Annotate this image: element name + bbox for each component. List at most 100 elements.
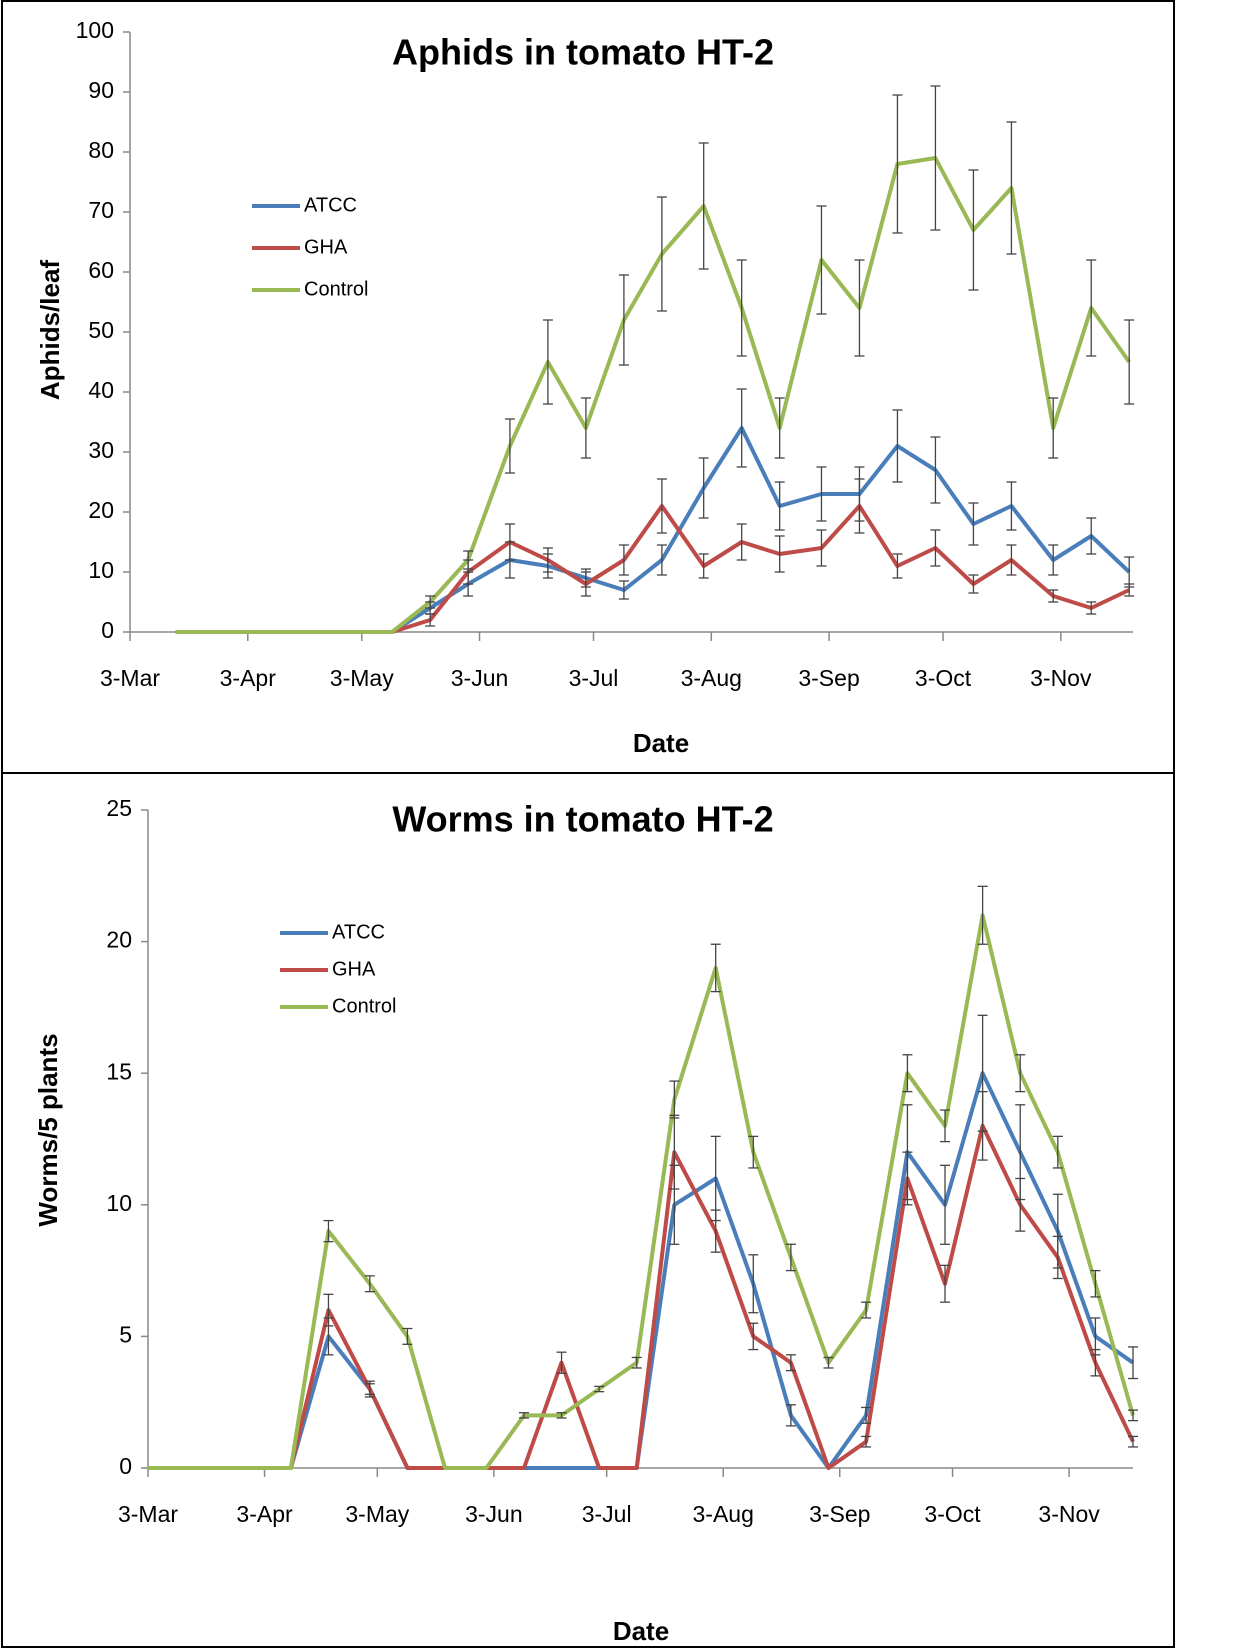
error-bar (968, 574, 979, 594)
x-tick-label: 3-Jul (569, 665, 619, 691)
y-tick-label: 90 (88, 77, 114, 103)
x-tick-label: 3-Apr (220, 665, 277, 691)
error-bar (580, 571, 591, 597)
error-bar (402, 1327, 413, 1345)
error-bar (323, 1219, 334, 1243)
y-tick-label: 50 (88, 317, 114, 343)
error-bar (618, 580, 629, 600)
panel-border (1, 772, 1175, 1648)
error-bar (556, 1351, 567, 1374)
y-axis-title: Worms/5 plants (33, 1033, 63, 1226)
x-tick-label: 3-Jun (465, 1501, 523, 1527)
error-bar (698, 553, 709, 579)
legend-label: Control (332, 995, 396, 1017)
error-bar (977, 1090, 988, 1161)
error-bar (698, 457, 709, 519)
error-bar (1006, 481, 1017, 531)
error-bar (1006, 544, 1017, 576)
error-bar (736, 388, 747, 468)
y-tick-label: 10 (106, 1190, 132, 1216)
error-bar (1052, 1235, 1063, 1280)
x-axis-title: Date (633, 728, 689, 758)
error-bar (861, 1435, 872, 1448)
error-bar (425, 613, 436, 627)
error-bar (1048, 589, 1059, 603)
error-bar (816, 529, 827, 567)
error-bar (463, 550, 474, 570)
error-bar (774, 397, 785, 459)
error-bar (748, 1322, 759, 1351)
y-tick-label: 30 (88, 437, 114, 463)
error-bar (1128, 1346, 1138, 1380)
x-tick-label: 3-May (330, 665, 394, 691)
y-tick-label: 40 (88, 377, 114, 403)
x-tick-label: 3-Mar (100, 665, 160, 691)
y-tick-label: 5 (119, 1321, 132, 1347)
error-bar (748, 1135, 759, 1169)
error-bar (736, 259, 747, 357)
error-bar (656, 544, 667, 576)
y-tick-label: 15 (106, 1058, 132, 1084)
error-bar (861, 1301, 872, 1319)
x-tick-label: 3-Nov (1038, 1501, 1100, 1527)
error-bar (785, 1354, 796, 1372)
x-tick-label: 3-Jun (451, 665, 509, 691)
error-bar (1090, 1348, 1101, 1377)
chart-title: Aphids in tomato HT-2 (392, 32, 774, 73)
legend-label: Control (304, 278, 368, 300)
error-bar (1128, 1409, 1138, 1422)
error-bar (542, 547, 553, 573)
error-bar (854, 259, 865, 357)
x-tick-label: 3-May (345, 1501, 409, 1527)
error-bar (861, 1406, 872, 1424)
error-bar (940, 1264, 951, 1303)
error-bar (1090, 1269, 1101, 1298)
panel-border (1, 0, 1175, 774)
y-tick-label: 100 (76, 17, 114, 43)
error-bar (1048, 397, 1059, 459)
error-bar (785, 1243, 796, 1272)
error-bar (618, 274, 629, 366)
error-bar (425, 595, 436, 609)
error-bar (854, 478, 865, 534)
legend-label: GHA (304, 236, 348, 258)
error-bar (823, 1356, 834, 1369)
x-tick-label: 3-Aug (693, 1501, 754, 1527)
y-tick-label: 25 (106, 795, 132, 821)
x-tick-label: 3-Sep (809, 1501, 870, 1527)
error-bar (504, 418, 515, 474)
legend-label: ATCC (332, 921, 385, 943)
legend-label: GHA (332, 958, 376, 980)
error-bar (364, 1275, 375, 1293)
error-bar (1086, 601, 1097, 615)
x-tick-label: 3-Oct (915, 665, 972, 691)
error-bar (1124, 319, 1135, 405)
error-bar (1015, 1177, 1026, 1232)
y-axis-title: Aphids/leaf (35, 260, 65, 400)
error-bar (504, 523, 515, 561)
error-bar (816, 466, 827, 522)
error-bar (580, 397, 591, 459)
error-bar (930, 436, 941, 504)
error-bar (669, 1080, 680, 1119)
error-bar (518, 1412, 529, 1419)
error-bar (698, 142, 709, 270)
error-bar (902, 1054, 913, 1093)
error-bar (1048, 544, 1059, 576)
legend-label: ATCC (304, 194, 357, 216)
series-line (148, 913, 1135, 1470)
error-bar (542, 319, 553, 405)
error-bar (1052, 1135, 1063, 1169)
error-bar (1128, 1435, 1138, 1448)
x-tick-label: 3-Oct (924, 1501, 981, 1527)
error-bar (364, 1380, 375, 1398)
x-tick-label: 3-Sep (798, 665, 859, 691)
series-line (175, 504, 1131, 634)
y-tick-label: 60 (88, 257, 114, 283)
error-bar (1086, 517, 1097, 555)
error-bar (968, 169, 979, 291)
x-tick-label: 3-Jul (582, 1501, 632, 1527)
error-bar (736, 523, 747, 561)
error-bar (618, 544, 629, 576)
error-bar (774, 535, 785, 573)
